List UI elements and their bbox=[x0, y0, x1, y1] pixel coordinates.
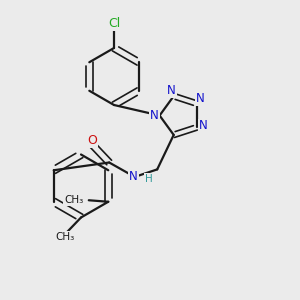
Text: Cl: Cl bbox=[108, 16, 120, 30]
Text: CH₃: CH₃ bbox=[55, 232, 74, 242]
Text: N: N bbox=[199, 119, 208, 133]
Text: H: H bbox=[145, 174, 153, 184]
Text: N: N bbox=[129, 170, 138, 183]
Text: N: N bbox=[150, 109, 159, 122]
Text: CH₃: CH₃ bbox=[64, 195, 83, 205]
Text: N: N bbox=[167, 84, 176, 97]
Text: O: O bbox=[87, 134, 97, 147]
Text: N: N bbox=[196, 92, 205, 105]
